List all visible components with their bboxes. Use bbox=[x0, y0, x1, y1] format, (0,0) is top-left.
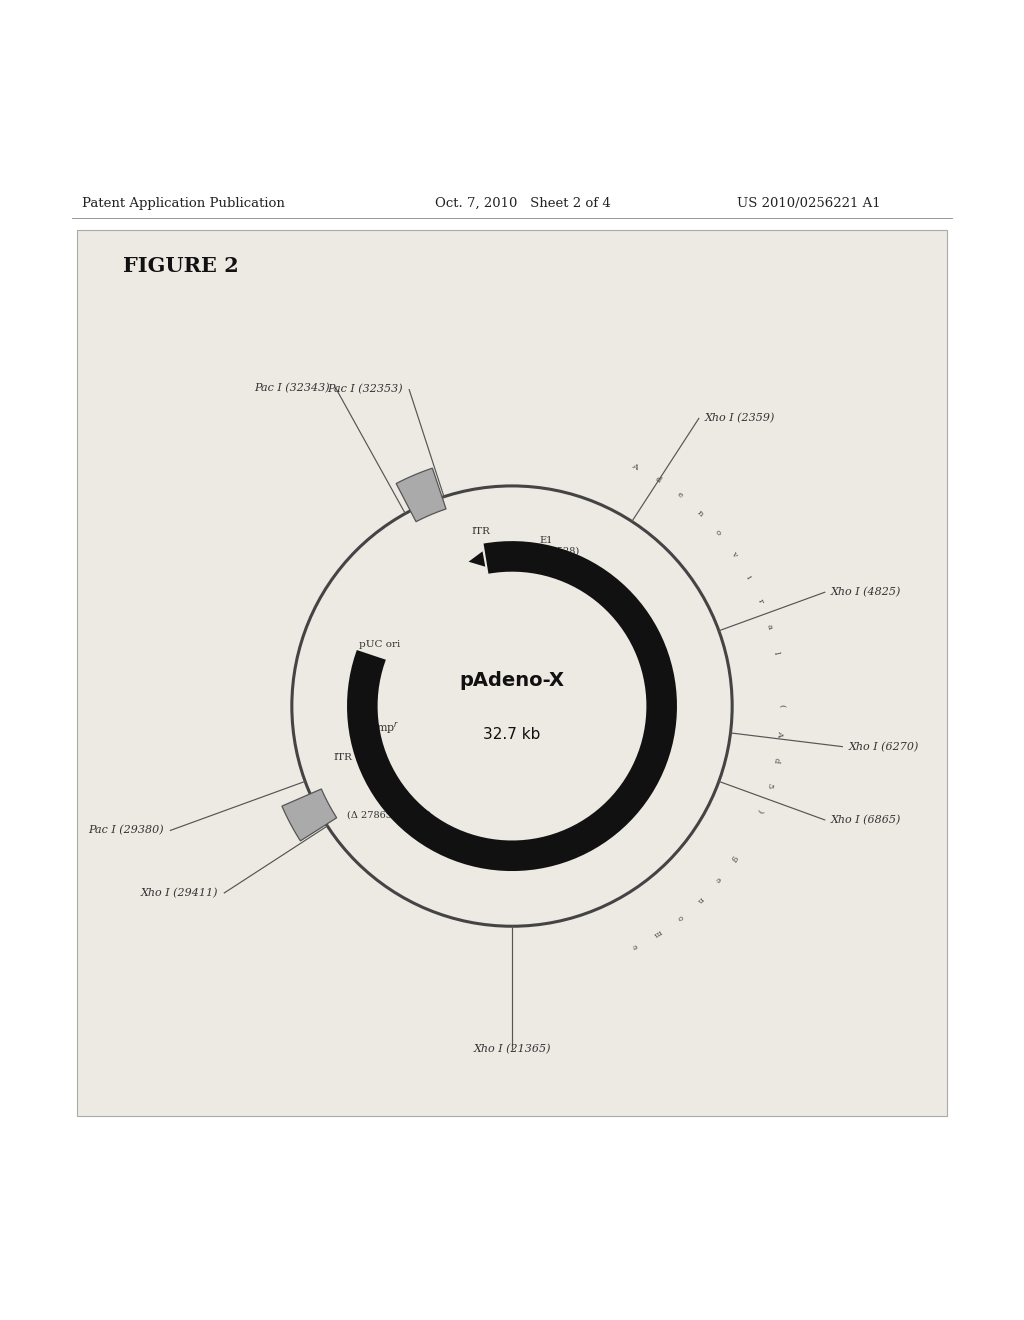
Text: 5: 5 bbox=[765, 781, 774, 789]
Text: d: d bbox=[771, 756, 780, 763]
Text: ITR: ITR bbox=[472, 527, 490, 536]
Text: ): ) bbox=[756, 808, 764, 814]
Text: g: g bbox=[729, 854, 739, 862]
Text: o: o bbox=[675, 912, 684, 921]
Text: r: r bbox=[756, 598, 765, 605]
Text: A: A bbox=[776, 730, 784, 737]
Text: 32.7 kb: 32.7 kb bbox=[483, 727, 541, 742]
Text: Xho I (21365): Xho I (21365) bbox=[473, 1044, 551, 1055]
Text: Pac I (32353): Pac I (32353) bbox=[328, 384, 403, 395]
Text: n: n bbox=[695, 895, 705, 904]
Text: E1
(Δ 342–3528): E1 (Δ 342–3528) bbox=[513, 536, 580, 556]
Text: Xho I (6865): Xho I (6865) bbox=[830, 814, 901, 825]
Text: l: l bbox=[772, 651, 780, 655]
Text: Amp$^r$: Amp$^r$ bbox=[369, 721, 399, 737]
Text: Pac I (29380): Pac I (29380) bbox=[89, 825, 164, 836]
Text: n: n bbox=[695, 508, 705, 517]
Text: Xho I (29411): Xho I (29411) bbox=[140, 888, 218, 898]
Text: Oct. 7, 2010   Sheet 2 of 4: Oct. 7, 2010 Sheet 2 of 4 bbox=[435, 197, 611, 210]
Text: A: A bbox=[630, 461, 639, 471]
Text: m: m bbox=[652, 927, 664, 939]
Text: US 2010/0256221 A1: US 2010/0256221 A1 bbox=[737, 197, 881, 210]
Text: Patent Application Publication: Patent Application Publication bbox=[82, 197, 285, 210]
Text: d: d bbox=[653, 475, 663, 484]
Text: Xho I (2359): Xho I (2359) bbox=[705, 413, 775, 424]
Text: e: e bbox=[714, 875, 723, 884]
Text: FIGURE 2: FIGURE 2 bbox=[123, 256, 239, 276]
Text: pUC ori: pUC ori bbox=[358, 640, 400, 648]
Polygon shape bbox=[396, 469, 446, 521]
Text: Pac I (32343): Pac I (32343) bbox=[254, 383, 330, 393]
Text: o: o bbox=[714, 528, 723, 537]
Polygon shape bbox=[282, 789, 337, 841]
Text: Xho I (4825): Xho I (4825) bbox=[830, 587, 901, 598]
Text: e: e bbox=[631, 941, 638, 950]
Text: a: a bbox=[765, 623, 774, 630]
Bar bbox=[77, 230, 947, 1115]
Text: v: v bbox=[730, 550, 739, 558]
Text: Xho I (6270): Xho I (6270) bbox=[849, 742, 919, 752]
Text: i: i bbox=[744, 574, 753, 579]
Text: e: e bbox=[675, 491, 684, 500]
Text: E3
(Δ 27865–30995): E3 (Δ 27865–30995) bbox=[347, 800, 431, 820]
Text: ITR: ITR bbox=[333, 754, 352, 763]
Text: (: ( bbox=[777, 705, 785, 708]
Text: pAdeno-X: pAdeno-X bbox=[460, 671, 564, 690]
